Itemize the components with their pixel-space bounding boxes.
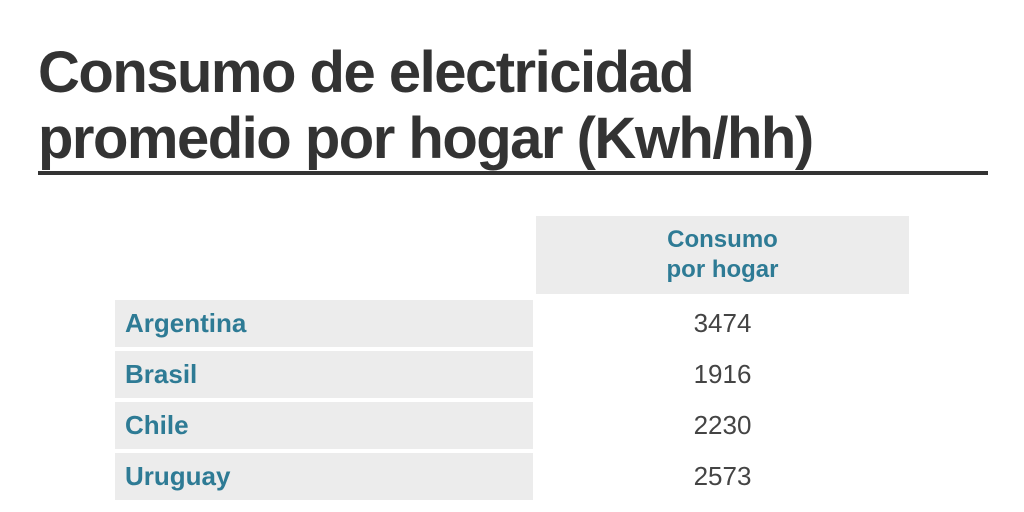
row-label-chile: Chile	[115, 402, 533, 449]
column-header-line-2: por hogar	[666, 256, 779, 283]
row-value-chile: 2230	[693, 410, 752, 440]
title-underline	[38, 171, 988, 175]
row-value-argentina: 3474	[693, 308, 752, 338]
title-line-1: Consumo de electricidad	[38, 40, 695, 105]
chart-title: Consumo de electricidad promedio por hog…	[38, 40, 988, 172]
row-label-argentina: Argentina	[115, 300, 533, 347]
row-value-uruguay: 2573	[693, 461, 752, 491]
row-label-uruguay: Uruguay	[115, 453, 533, 500]
column-header-consumo: Consumo por hogar	[536, 216, 909, 294]
title-line-2: promedio por hogar (Kwh/hh)	[38, 106, 814, 171]
row-value-brasil: 1916	[693, 359, 752, 389]
row-label-brasil: Brasil	[115, 351, 533, 398]
column-header-line-1: Consumo	[667, 226, 778, 253]
